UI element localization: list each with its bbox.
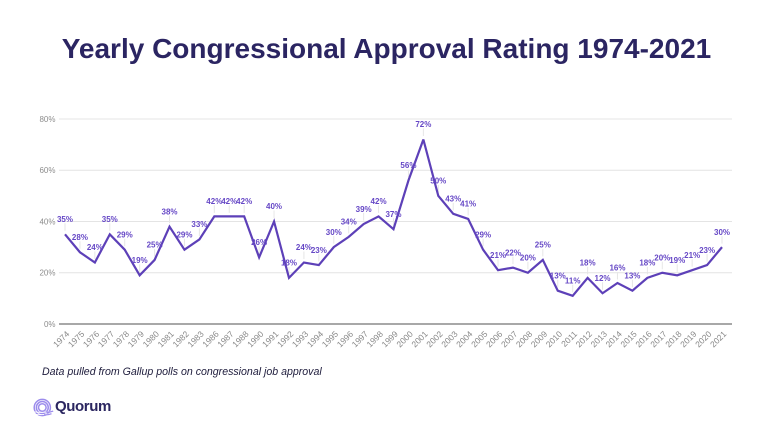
svg-text:25%: 25% <box>147 241 163 250</box>
svg-text:18%: 18% <box>281 259 297 268</box>
svg-text:38%: 38% <box>162 207 178 216</box>
svg-text:13%: 13% <box>624 271 640 280</box>
svg-text:21%: 21% <box>490 251 506 260</box>
svg-text:24%: 24% <box>87 243 103 252</box>
svg-text:42%: 42% <box>206 197 222 206</box>
svg-text:28%: 28% <box>72 233 88 242</box>
svg-text:35%: 35% <box>102 215 118 224</box>
svg-text:18%: 18% <box>639 259 655 268</box>
svg-text:16%: 16% <box>609 264 625 273</box>
svg-text:80%: 80% <box>39 115 55 124</box>
svg-text:43%: 43% <box>445 195 461 204</box>
svg-text:72%: 72% <box>415 120 431 129</box>
svg-text:23%: 23% <box>311 246 327 255</box>
svg-text:50%: 50% <box>430 177 446 186</box>
svg-text:33%: 33% <box>191 220 207 229</box>
svg-text:29%: 29% <box>475 230 491 239</box>
svg-text:56%: 56% <box>400 161 416 170</box>
svg-text:34%: 34% <box>341 218 357 227</box>
svg-text:24%: 24% <box>296 243 312 252</box>
svg-text:20%: 20% <box>520 253 536 262</box>
svg-text:19%: 19% <box>132 256 148 265</box>
svg-text:40%: 40% <box>39 217 55 226</box>
svg-text:30%: 30% <box>326 228 342 237</box>
svg-text:20%: 20% <box>654 253 670 262</box>
svg-text:42%: 42% <box>221 197 237 206</box>
svg-text:37%: 37% <box>385 210 401 219</box>
svg-text:60%: 60% <box>39 166 55 175</box>
svg-text:21%: 21% <box>684 251 700 260</box>
svg-text:26%: 26% <box>251 238 267 247</box>
svg-text:12%: 12% <box>595 274 611 283</box>
svg-text:13%: 13% <box>550 271 566 280</box>
svg-text:29%: 29% <box>117 230 133 239</box>
svg-text:0%: 0% <box>44 320 56 329</box>
svg-text:41%: 41% <box>460 200 476 209</box>
svg-text:40%: 40% <box>266 202 282 211</box>
svg-text:23%: 23% <box>699 246 715 255</box>
svg-text:42%: 42% <box>371 197 387 206</box>
svg-text:19%: 19% <box>669 256 685 265</box>
svg-text:2021: 2021 <box>708 329 729 350</box>
svg-text:39%: 39% <box>356 205 372 214</box>
svg-text:20%: 20% <box>39 269 55 278</box>
svg-text:35%: 35% <box>57 215 73 224</box>
svg-text:42%: 42% <box>236 197 252 206</box>
svg-text:30%: 30% <box>714 228 730 237</box>
svg-text:25%: 25% <box>535 241 551 250</box>
svg-text:29%: 29% <box>176 230 192 239</box>
svg-text:11%: 11% <box>565 277 581 286</box>
svg-text:18%: 18% <box>580 259 596 268</box>
svg-text:22%: 22% <box>505 248 521 257</box>
